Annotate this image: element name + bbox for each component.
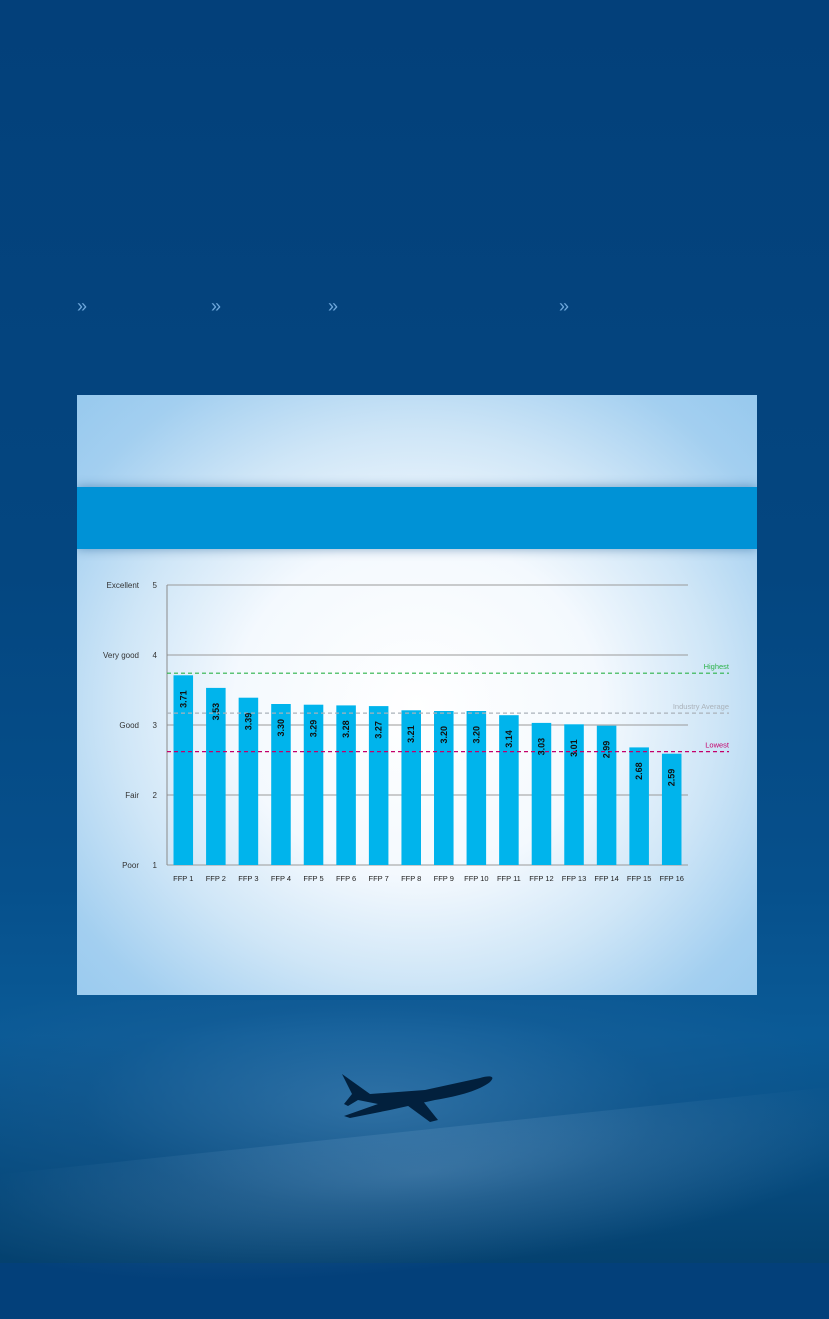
bar [629,747,649,865]
y-category-label: Good [119,721,139,730]
bar-value-label: 2.59 [667,769,677,787]
bar [466,711,487,865]
airplane-silhouette-icon [342,1074,493,1122]
reference-line-label: Highest [704,662,730,671]
bar-value-label: 3.21 [406,725,416,743]
bar-value-label: 3.20 [471,726,481,744]
y-tick-label: 3 [153,721,158,730]
bar [271,704,291,865]
x-tick-label: FFP 14 [594,874,618,883]
bar [336,705,356,865]
bar [499,715,519,865]
y-category-label: Fair [125,791,139,800]
bar-value-label: 3.29 [309,720,319,738]
y-category-label: Excellent [107,581,140,590]
x-tick-label: FFP 3 [238,874,258,883]
bar-value-label: 3.53 [211,703,221,721]
reference-line-label: Industry Average [673,702,729,711]
bar [368,706,389,865]
bar-value-label: 3.30 [276,719,286,737]
x-tick-label: FFP 16 [659,874,683,883]
x-tick-label: FFP 10 [464,874,488,883]
labels: 1 Poor 2 Fair 3 Good 4 Very good 5 Excellent 3.71 F… [103,581,730,883]
x-tick-label: FFP 1 [173,874,193,883]
y-category-label: Poor [122,861,139,870]
x-tick-label: FFP 8 [401,874,421,883]
sky-glow [0,1000,829,1263]
bar-value-label: 3.20 [439,726,449,744]
y-tick-label: 2 [153,791,158,800]
bar-value-label: 3.39 [243,713,253,731]
bar-chart: 1 Poor 2 Fair 3 Good 4 Very good 5 Excellent 3.71 F… [103,581,730,883]
y-tick-label: 1 [153,861,158,870]
bar-value-label: 3.03 [536,738,546,756]
x-tick-label: FFP 5 [303,874,323,883]
x-tick-label: FFP 13 [562,874,586,883]
y-tick-label: 4 [153,651,158,660]
double-chevron-right-icon[interactable]: » [559,296,570,316]
bar [661,753,682,865]
x-tick-label: FFP 2 [206,874,226,883]
bar [531,722,552,865]
double-chevron-right-icon[interactable]: » [211,296,222,316]
x-tick-label: FFP 11 [497,874,521,883]
bar-value-label: 3.14 [504,730,514,748]
chart-panel: 1 Poor 2 Fair 3 Good 4 Very good 5 Excellent 3.71 F… [77,395,757,995]
reference-lines [167,672,729,753]
x-tick-label: FFP 4 [271,874,291,883]
bar [564,724,584,865]
x-tick-label: FFP 12 [529,874,553,883]
double-chevron-right-icon[interactable]: » [77,296,88,316]
bar-value-label: 2.68 [634,762,644,780]
nav-arrow-row: » » » » [0,296,829,320]
bar-value-label: 2.99 [602,741,612,759]
x-tick-label: FFP 9 [434,874,454,883]
bar-value-label: 3.71 [178,690,188,708]
x-tick-label: FFP 15 [627,874,651,883]
bar [434,711,454,865]
double-chevron-right-icon[interactable]: » [328,296,339,316]
y-category-label: Very good [103,651,139,660]
bar-value-label: 3.28 [341,720,351,738]
bar [596,725,617,865]
bars [173,675,682,865]
panel-banner [77,487,757,549]
reference-line-label: Lowest [705,741,730,750]
bar [173,675,194,865]
bar [303,704,324,865]
bar [206,687,226,865]
bar [238,697,259,865]
x-tick-label: FFP 6 [336,874,356,883]
bar-value-label: 3.01 [569,739,579,757]
bar-value-label: 3.27 [374,721,384,739]
y-tick-label: 5 [153,581,158,590]
x-tick-label: FFP 7 [369,874,389,883]
bar [401,710,421,865]
